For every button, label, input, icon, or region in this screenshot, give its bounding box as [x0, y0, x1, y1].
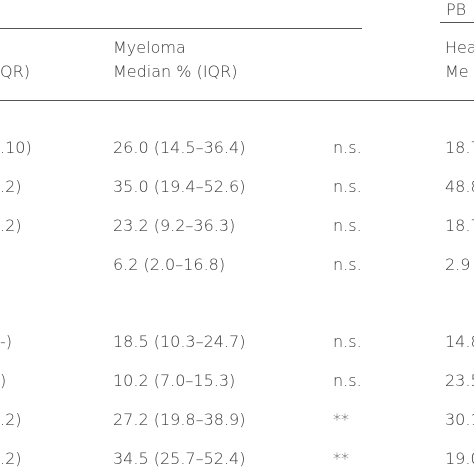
- table-cell: 35.0 (19.4–52.6): [113, 177, 246, 196]
- header-rule: [0, 100, 474, 101]
- table-cell: 18.5 (10.3–24.7): [113, 332, 246, 351]
- header-rule: [440, 22, 474, 23]
- table-cell: n.s.: [333, 177, 362, 196]
- table-cell: **: [333, 410, 349, 429]
- table-cell: 27.2 (19.8–38.9): [113, 410, 246, 429]
- table-cell: .2): [0, 410, 22, 429]
- table-cell: 34.5 (25.7–52.4): [113, 449, 246, 468]
- column-header: Median % (IQR): [113, 62, 238, 81]
- table-cell: 19.0: [445, 449, 474, 468]
- table-cell: ): [0, 371, 7, 390]
- table-cell: 6.2 (2.0–16.8): [113, 255, 226, 274]
- column-header: QR): [0, 62, 30, 81]
- table-cell: 18.7: [445, 138, 474, 157]
- table-cell: 30.1: [445, 410, 474, 429]
- table-cell: 10.2 (7.0–15.3): [113, 371, 236, 390]
- table-cell: .2): [0, 177, 22, 196]
- table-cell: 2.9: [445, 255, 471, 274]
- group-label: PB: [446, 0, 467, 19]
- column-header: Myeloma: [113, 38, 186, 57]
- table-cell: 48.8: [445, 177, 474, 196]
- table-cell: 26.0 (14.5–36.4): [113, 138, 246, 157]
- table-cell: .10): [0, 138, 32, 157]
- table-cell: .2): [0, 216, 22, 235]
- table-cell: **: [333, 449, 349, 468]
- table-cell: 18.7: [445, 216, 474, 235]
- header-rule: [0, 28, 362, 29]
- table-cell: n.s.: [333, 332, 362, 351]
- column-header: Me: [445, 62, 469, 81]
- table-cell: n.s.: [333, 216, 362, 235]
- table-cell: 23.2 (9.2–36.3): [113, 216, 236, 235]
- table-cell: .2): [0, 449, 22, 468]
- table-cell: -): [0, 332, 13, 351]
- table-cell: 23.5: [445, 371, 474, 390]
- table-cell: n.s.: [333, 371, 362, 390]
- table-cell: 14.8: [445, 332, 474, 351]
- column-header: Hea: [445, 38, 474, 57]
- table-cell: n.s.: [333, 138, 362, 157]
- table-cell: n.s.: [333, 255, 362, 274]
